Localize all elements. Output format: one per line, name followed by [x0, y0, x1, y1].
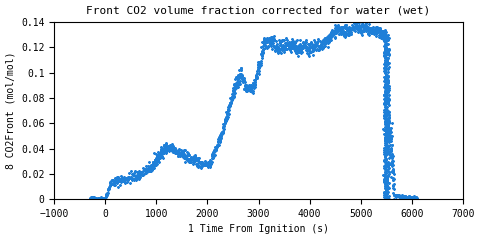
Y-axis label: 8 CO2Front (mol/mol): 8 CO2Front (mol/mol): [6, 52, 15, 169]
X-axis label: 1 Time From Ignition (s): 1 Time From Ignition (s): [188, 224, 329, 234]
Title: Front CO2 volume fraction corrected for water (wet): Front CO2 volume fraction corrected for …: [86, 6, 431, 16]
